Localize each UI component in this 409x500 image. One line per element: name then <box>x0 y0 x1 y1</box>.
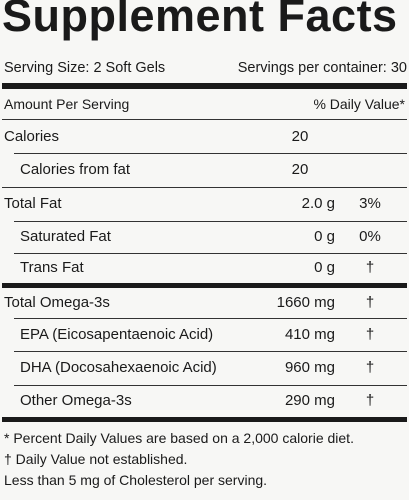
serving-size: Serving Size: 2 Soft Gels <box>4 60 166 76</box>
amount-heading: Amount Per Serving <box>4 96 130 112</box>
thick-rule <box>2 417 407 422</box>
row-label: Calories <box>4 127 60 145</box>
row-amount: 290 mg <box>284 392 335 409</box>
row-label: Calories from fat <box>20 161 131 178</box>
row-label: Other Omega-3s <box>20 392 132 409</box>
rule <box>2 187 407 188</box>
rule <box>2 119 407 120</box>
thick-rule <box>2 83 407 89</box>
footnote: Less than 5 mg of Cholesterol per servin… <box>4 472 268 488</box>
row-amount: 20 <box>291 127 309 145</box>
rule <box>14 351 407 352</box>
row-dv: 3% <box>359 195 381 212</box>
rule <box>14 253 407 254</box>
row-amount: 1660 mg <box>276 294 335 311</box>
row-amount: 0 g <box>314 228 335 245</box>
row-amount: 20 <box>291 161 309 178</box>
footnote: † Daily Value not established. <box>4 451 188 467</box>
row-label: Saturated Fat <box>20 228 111 245</box>
row-dv: † <box>365 294 375 311</box>
rule <box>14 318 407 319</box>
rule <box>14 385 407 386</box>
row-amount: 410 mg <box>284 325 335 343</box>
rule <box>14 221 407 222</box>
row-amount: 960 mg <box>284 359 335 376</box>
row-dv: † <box>365 392 375 409</box>
row-dv: † <box>365 359 375 376</box>
servings-per-container: Servings per container: 30 <box>237 60 407 76</box>
rule <box>14 153 407 154</box>
row-label: Trans Fat <box>20 259 84 276</box>
row-dv: 0% <box>359 228 381 245</box>
row-dv: † <box>365 259 375 276</box>
thick-rule <box>2 283 407 288</box>
row-label: DHA (Docosahexaenoic Acid) <box>20 359 217 376</box>
row-label: Total Fat <box>4 195 62 212</box>
title: Supplement Facts <box>2 0 398 41</box>
footnote: * Percent Daily Values are based on a 2,… <box>4 430 354 446</box>
dv-heading: % Daily Value* <box>313 96 405 112</box>
row-label: Total Omega-3s <box>4 294 110 311</box>
row-amount: 0 g <box>314 259 335 276</box>
row-label: EPA (Eicosapentaenoic Acid) <box>20 325 214 343</box>
row-dv: † <box>365 325 375 343</box>
row-amount: 2.0 g <box>301 195 335 212</box>
